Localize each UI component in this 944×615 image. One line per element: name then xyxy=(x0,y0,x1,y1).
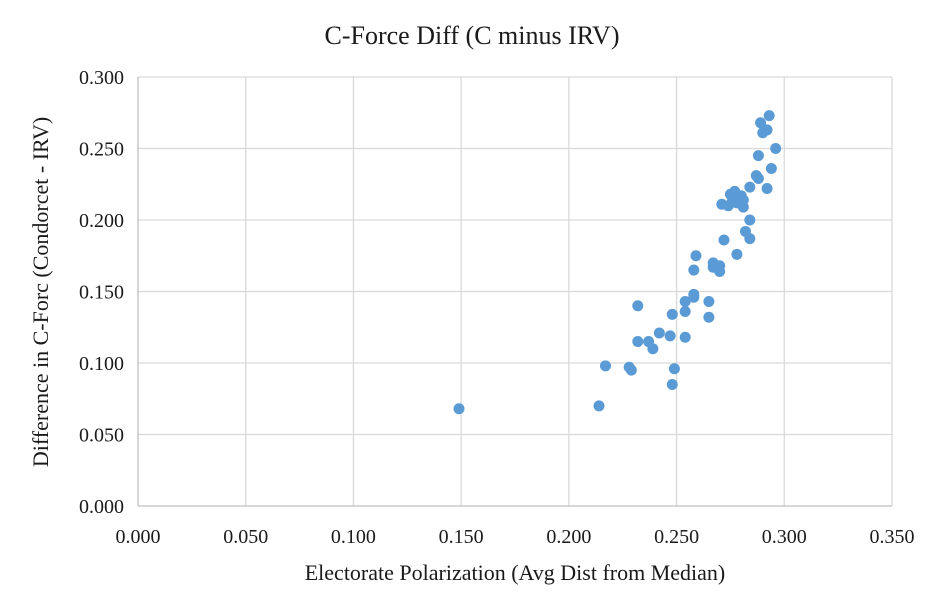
data-point xyxy=(731,248,743,260)
data-point xyxy=(752,150,764,162)
data-point xyxy=(679,331,691,343)
y-tick-label: 0.300 xyxy=(79,67,124,89)
data-point xyxy=(453,403,465,415)
data-point xyxy=(703,296,715,308)
data-point xyxy=(668,363,680,375)
x-tick-label: 0.150 xyxy=(439,526,484,548)
data-point xyxy=(666,308,678,320)
x-axis-ticks: 0.000 0.050 0.100 0.150 0.200 0.250 0.300 0.350 xyxy=(116,526,915,548)
data-point xyxy=(679,296,691,308)
scatter-points xyxy=(453,110,782,415)
data-point xyxy=(653,327,665,339)
data-point xyxy=(770,143,782,154)
data-point xyxy=(761,183,773,195)
x-tick-label: 0.100 xyxy=(331,526,376,548)
data-point xyxy=(744,214,756,226)
x-tick-label: 0.050 xyxy=(223,526,268,548)
data-point xyxy=(593,400,605,412)
x-tick-label: 0.350 xyxy=(870,526,915,548)
y-axis-ticks: 0.000 0.050 0.100 0.150 0.200 0.250 0.300 xyxy=(79,67,124,518)
data-point xyxy=(714,265,726,277)
data-point xyxy=(632,336,644,348)
data-point xyxy=(755,117,767,129)
chart-title: C-Force Diff (C minus IRV) xyxy=(325,21,620,50)
data-point xyxy=(703,311,715,323)
data-point xyxy=(647,343,659,355)
y-tick-label: 0.000 xyxy=(79,496,124,518)
data-point xyxy=(765,163,777,175)
data-point xyxy=(744,181,756,193)
data-point xyxy=(761,124,773,136)
y-tick-label: 0.050 xyxy=(79,425,124,447)
data-point xyxy=(666,378,678,390)
y-axis-label: Difference in C-Forc (Condorcet - IRV) xyxy=(28,117,53,467)
gridlines xyxy=(138,76,893,506)
data-point xyxy=(688,291,700,303)
data-point xyxy=(625,364,637,376)
y-tick-label: 0.250 xyxy=(79,139,124,161)
y-tick-label: 0.100 xyxy=(79,353,124,375)
data-point xyxy=(632,300,644,312)
data-point xyxy=(690,250,702,262)
y-tick-label: 0.200 xyxy=(79,210,124,232)
y-tick-label: 0.150 xyxy=(79,282,124,304)
x-tick-label: 0.250 xyxy=(654,526,699,548)
data-point xyxy=(599,360,611,372)
data-point xyxy=(763,110,775,122)
x-tick-label: 0.300 xyxy=(762,526,807,548)
data-point xyxy=(752,173,764,185)
data-point xyxy=(718,234,730,246)
data-point xyxy=(688,264,700,276)
data-point xyxy=(679,306,691,318)
data-point xyxy=(664,330,676,342)
x-axis-label: Electorate Polarization (Avg Dist from M… xyxy=(305,560,726,585)
x-tick-label: 0.000 xyxy=(116,526,161,548)
x-tick-label: 0.200 xyxy=(546,526,591,548)
data-point xyxy=(737,194,749,206)
axes xyxy=(137,77,892,507)
data-point xyxy=(744,233,756,245)
